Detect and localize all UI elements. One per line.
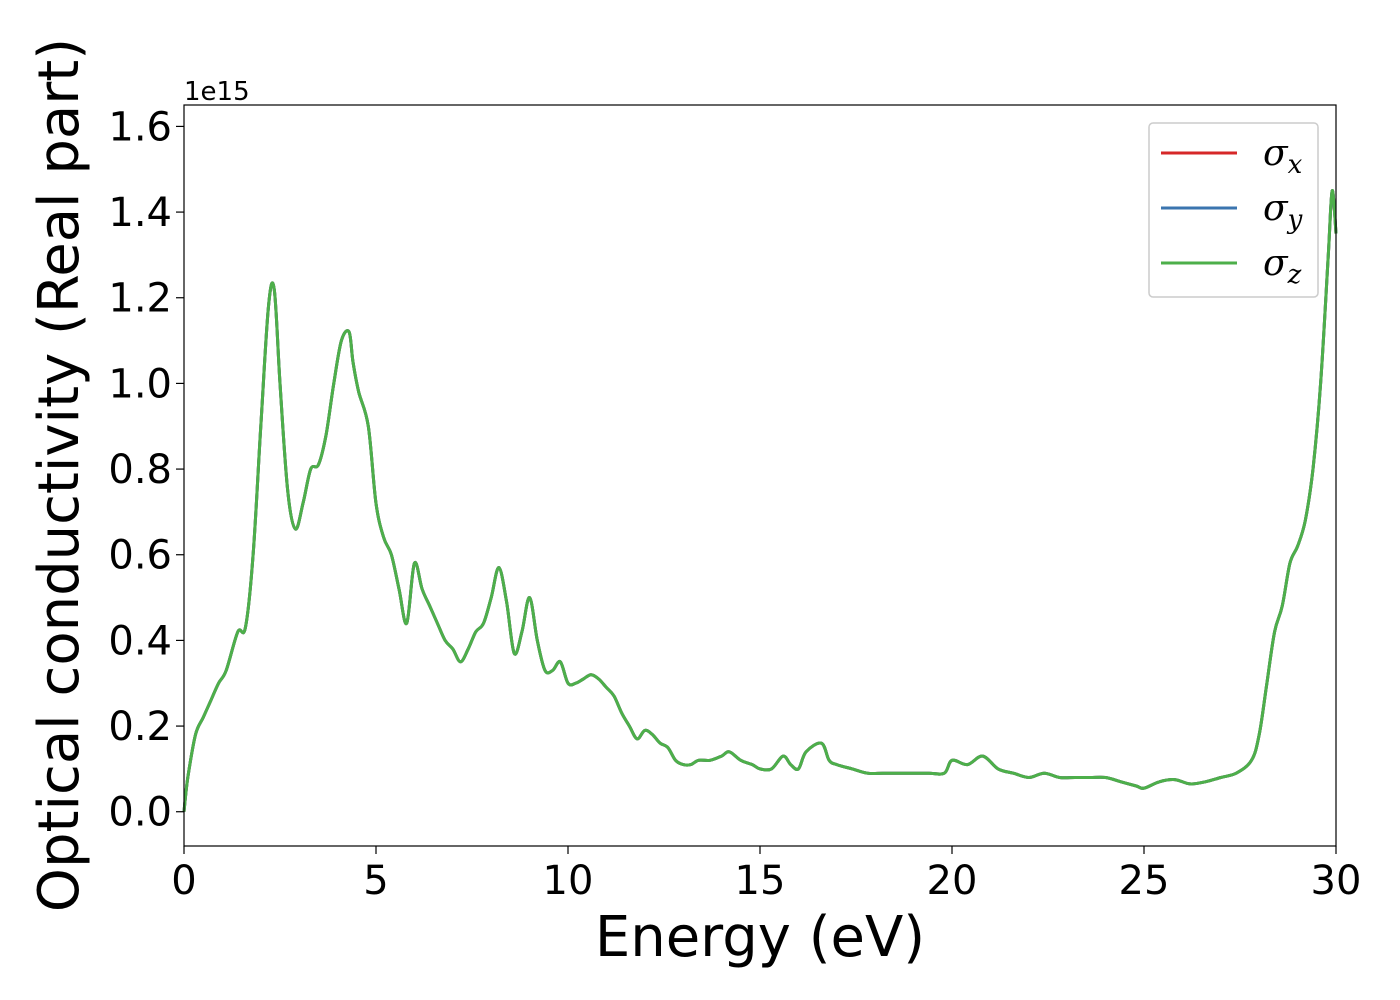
y-tick-label: 0.0 [108,790,172,836]
y-tick-label: 0.2 [108,704,172,750]
y-offset-label: 1e15 [184,77,250,107]
x-tick-label: 30 [1311,858,1362,904]
x-tick-label: 5 [363,858,388,904]
x-axis-ticks: 0 5 10 15 20 25 30 [171,846,1361,904]
y-tick-label: 1.4 [108,190,172,236]
legend-box [1148,122,1319,298]
y-tick-label: 1.0 [108,361,172,407]
x-tick-label: 10 [543,858,594,904]
y-tick-label: 0.8 [108,447,172,493]
y-tick-label: 1.6 [108,104,172,150]
y-tick-label: 0.4 [108,618,172,664]
x-tick-label: 15 [735,858,786,904]
series-line-z [182,189,1338,812]
y-tick-label: 0.6 [108,533,172,579]
y-axis-ticks: 0.0 0.2 0.4 0.6 0.8 1.0 1.2 1.4 1.6 [108,104,184,836]
series-lines [182,189,1338,812]
y-tick-label: 1.2 [108,276,172,322]
y-axis-label: Optical conductivity (Real part) [27,38,92,912]
x-tick-label: 20 [927,858,978,904]
x-tick-label: 25 [1119,858,1170,904]
x-tick-label: 0 [171,858,196,904]
x-axis-label: Energy (eV) [595,905,925,970]
